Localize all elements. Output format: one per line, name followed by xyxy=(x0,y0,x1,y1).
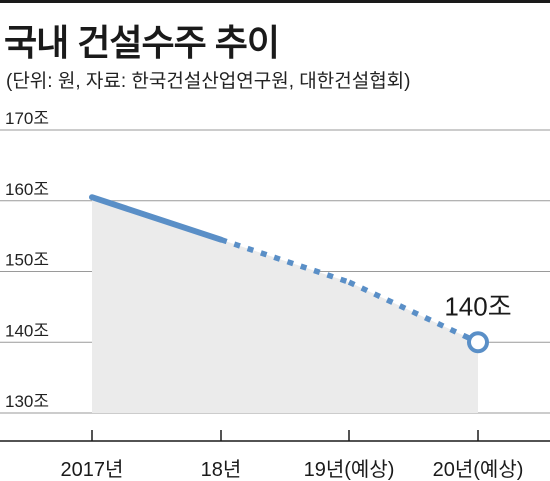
top-rule xyxy=(0,0,550,3)
x-tick-label: 18년 xyxy=(201,458,242,481)
y-tick-label: 170조 xyxy=(5,109,49,128)
x-tick-label: 2017년 xyxy=(61,458,124,481)
data-point-marker xyxy=(467,331,489,354)
x-tick-label: 19년(예상) xyxy=(304,458,395,481)
y-tick-label: 140조 xyxy=(5,321,49,340)
area-fill xyxy=(92,197,478,413)
x-tick-label: 20년(예상) xyxy=(433,458,524,481)
chart-title: 국내 건설수주 추이 xyxy=(4,22,280,63)
forecast-line-segment xyxy=(347,279,480,345)
data-label: 140조 xyxy=(444,291,511,321)
y-tick-label: 150조 xyxy=(5,251,49,270)
actual-line-segment xyxy=(89,194,224,243)
chart-subtitle: (단위: 원, 자료: 한국건설산업연구원, 대한건설협회) xyxy=(6,71,411,92)
y-tick-label: 160조 xyxy=(5,180,49,199)
y-tick-label: 130조 xyxy=(5,392,49,411)
forecast-line-segment xyxy=(220,237,350,285)
